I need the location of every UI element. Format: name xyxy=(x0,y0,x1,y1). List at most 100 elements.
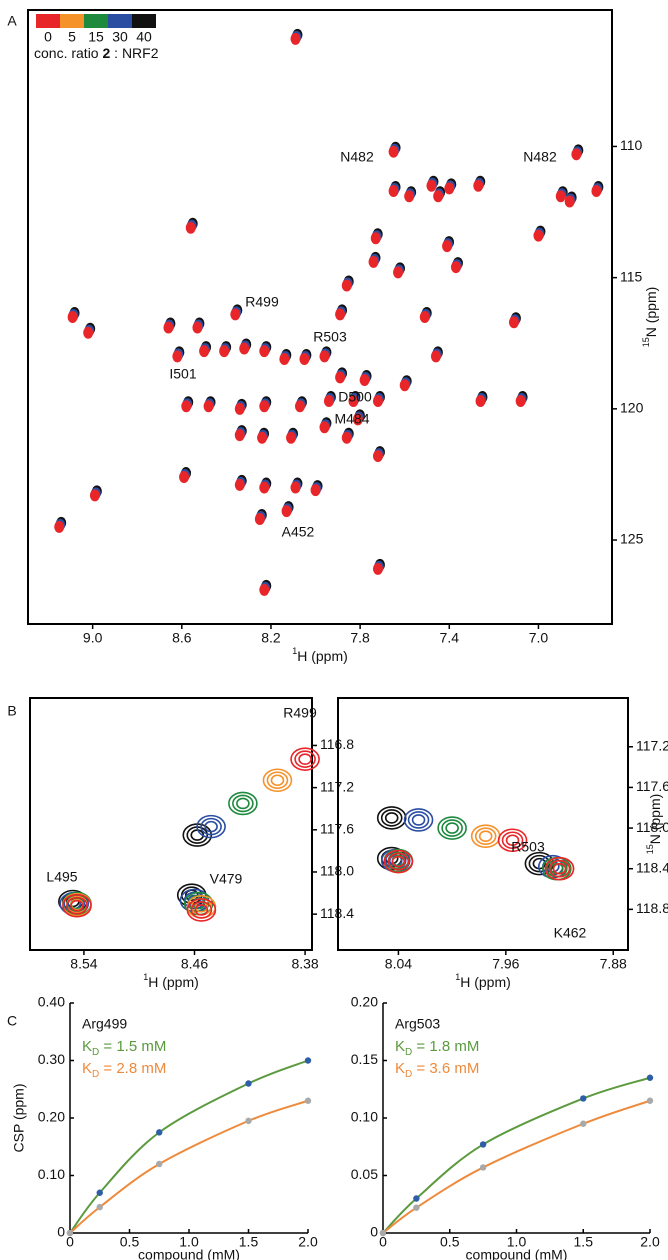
label-text: N (ppm) xyxy=(643,287,659,338)
y-tick-label: 0.10 xyxy=(38,1166,65,1182)
peak xyxy=(591,185,602,198)
peak-label: N482 xyxy=(523,149,557,165)
x-tick-label: 8.6 xyxy=(172,630,192,646)
peak xyxy=(259,400,270,413)
legend-label: KD = 1.8 mM xyxy=(395,1038,479,1058)
peak xyxy=(281,505,292,518)
contour-ring xyxy=(232,794,254,813)
peak xyxy=(335,371,346,384)
peak-label: R503 xyxy=(511,839,545,855)
contour-ring xyxy=(270,774,285,787)
peak xyxy=(259,481,270,494)
x-tick-label: 7.8 xyxy=(350,630,370,646)
legend-part: K xyxy=(82,1038,92,1055)
peak-label: L495 xyxy=(46,869,77,885)
contour-ring xyxy=(194,904,209,916)
legend-part: D xyxy=(405,1047,412,1058)
legend-swatch xyxy=(84,14,108,28)
peak xyxy=(393,266,404,279)
peak xyxy=(430,350,441,363)
x-tick-label: 0.5 xyxy=(440,1234,460,1250)
peak-label: I501 xyxy=(169,366,196,382)
peak xyxy=(419,311,430,323)
contour-ring xyxy=(411,814,426,826)
peak xyxy=(181,400,192,413)
contour-ring xyxy=(445,822,459,834)
contour-ring xyxy=(548,859,571,878)
label-text: H (ppm) xyxy=(297,648,348,664)
y-tick-label: 117.6 xyxy=(636,778,668,794)
legend-label: KD = 2.8 mM xyxy=(82,1060,166,1080)
y-tick-label: 110 xyxy=(620,137,643,153)
y-tick-label: 118.8 xyxy=(636,900,668,916)
contour-ring xyxy=(380,809,403,827)
peak xyxy=(508,316,519,329)
data-point xyxy=(379,1229,387,1237)
y-axis-label: CSP (ppm) xyxy=(11,1084,27,1153)
peak xyxy=(230,308,241,321)
peak xyxy=(319,350,330,363)
peak xyxy=(323,394,334,407)
peak xyxy=(370,232,381,245)
peak xyxy=(234,478,245,491)
peak xyxy=(257,431,268,444)
y-tick-label: 120 xyxy=(620,400,644,416)
contour-ring xyxy=(266,771,289,790)
contour-ring xyxy=(552,862,567,875)
legend-label: 30 xyxy=(112,29,128,45)
plot-frame xyxy=(337,697,629,951)
x-axis-label: 1H (ppm) xyxy=(455,972,511,989)
peak xyxy=(310,484,321,497)
x-axis-label: 1H (ppm) xyxy=(292,646,348,663)
caption-part: : NRF2 xyxy=(110,45,158,61)
plot-frame xyxy=(27,9,613,625)
contour-ring xyxy=(383,849,414,874)
x-tick-label: 2.0 xyxy=(640,1234,660,1250)
contour-ring xyxy=(294,750,316,768)
peak xyxy=(475,394,486,407)
x-tick-label: 9.0 xyxy=(83,630,103,646)
legend-part: D xyxy=(92,1069,99,1080)
peak xyxy=(172,350,183,363)
x-axis-label: compound (mM) xyxy=(466,1247,568,1260)
peak xyxy=(515,394,526,407)
contour-ring xyxy=(441,819,463,837)
legend-label: KD = 3.6 mM xyxy=(395,1060,479,1080)
contour-ring xyxy=(236,797,250,810)
contour-ring xyxy=(501,831,524,850)
x-tick-label: 0 xyxy=(379,1234,387,1250)
peak xyxy=(341,431,352,444)
y-tick-label: 115 xyxy=(620,268,643,284)
x-axis-label: compound (mM) xyxy=(138,1247,240,1260)
caption-part: conc. ratio xyxy=(34,45,102,61)
peak xyxy=(388,185,399,198)
y-tick-label: 0.30 xyxy=(38,1051,65,1067)
peak xyxy=(234,402,245,415)
label-superscript: 1 xyxy=(455,972,460,982)
legend-caption: conc. ratio 2 : NRF2 xyxy=(34,45,159,61)
contour-ring xyxy=(70,899,84,912)
data-point xyxy=(580,1120,587,1127)
fit-curve xyxy=(382,1099,651,1234)
x-tick-label: 1.0 xyxy=(179,1234,199,1250)
panel-letter: B xyxy=(7,703,16,719)
contour-ring xyxy=(437,816,467,840)
x-tick-label: 8.04 xyxy=(385,956,412,972)
data-point xyxy=(646,1074,654,1081)
peak xyxy=(259,345,270,358)
x-tick-label: 8.2 xyxy=(261,630,281,646)
x-tick-label: 1.0 xyxy=(507,1234,527,1250)
label-superscript: 1 xyxy=(143,972,148,982)
peak xyxy=(294,400,305,413)
data-point xyxy=(156,1129,163,1136)
contour-ring xyxy=(298,753,312,765)
x-tick-label: 7.96 xyxy=(492,956,519,972)
contour-ring xyxy=(387,852,410,871)
peak-label: R503 xyxy=(313,329,347,345)
panel-letter: C xyxy=(7,1013,17,1029)
peak-label: M484 xyxy=(334,411,369,427)
label-superscript: 15 xyxy=(641,337,651,347)
peak xyxy=(219,345,230,358)
contour-ring xyxy=(187,894,202,907)
contour-ring xyxy=(497,828,528,853)
